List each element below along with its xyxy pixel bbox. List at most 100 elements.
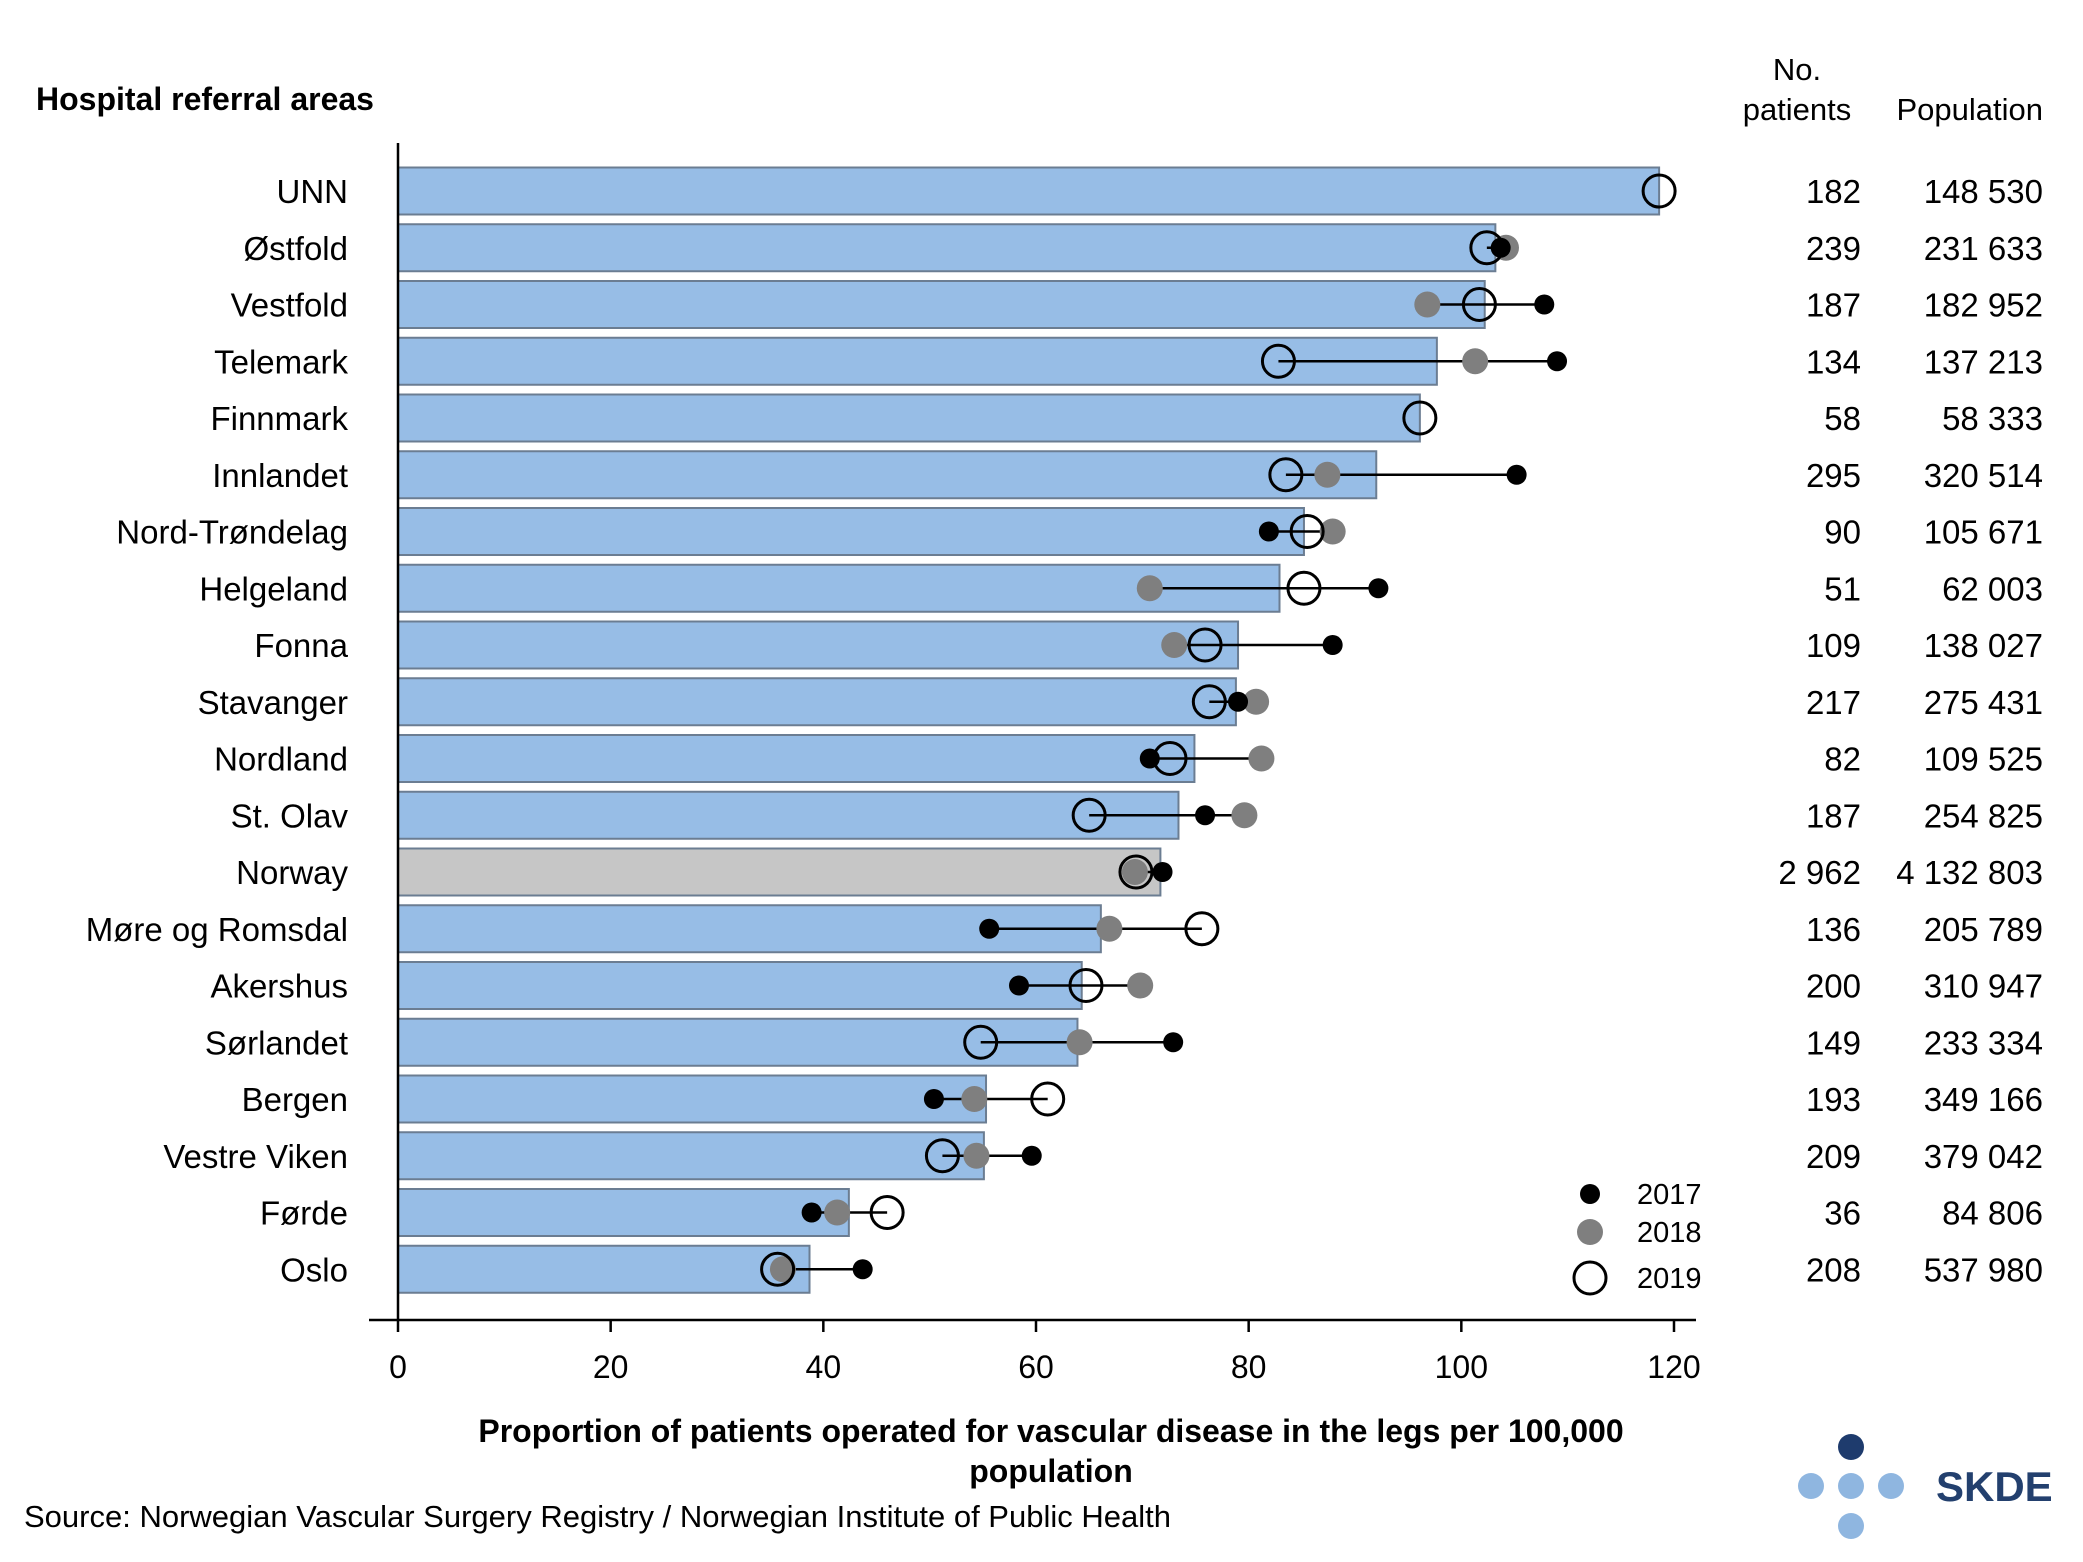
point-2018-sørlandet (1066, 1029, 1093, 1056)
patients-bergen: 193 (1806, 1081, 1861, 1118)
area-labels-group: UNN Østfold Vestfold Telemark Finnmark Innlan… (86, 173, 349, 1288)
bar-unn (397, 166, 1661, 216)
table-values-group: 182 148 530 239 231 633 187 182 952 134 137 213… (1778, 173, 2043, 1288)
point-2018-helgeland (1136, 575, 1163, 602)
area-label-østfold: Østfold (243, 230, 348, 267)
point-2019-akershus (1068, 968, 1104, 1003)
point-2018-stavanger (1243, 688, 1270, 715)
population-column-header: Population (1896, 92, 2043, 127)
patients-norway: 2 962 (1778, 854, 1861, 891)
point-2017-østfold (1490, 237, 1511, 258)
bar-nord-trøndelag (397, 507, 1305, 556)
point-2019-finnmark (1402, 400, 1438, 436)
bar-innlandet (397, 450, 1378, 500)
area-label-norway: Norway (236, 854, 348, 891)
point-2017-førde (801, 1202, 822, 1223)
point-2018-bergen (961, 1086, 988, 1112)
x-tick-label-40: 40 (806, 1349, 842, 1385)
area-label-helgeland: Helgeland (199, 570, 348, 607)
area-label-stavanger: Stavanger (198, 684, 348, 721)
population-unn: 148 530 (1924, 173, 2043, 210)
source-note: Source: Norwegian Vascular Surgery Regis… (24, 1499, 1171, 1534)
population-bergen: 349 166 (1924, 1081, 2043, 1118)
point-2017-vestfold (1534, 294, 1555, 315)
point-2017-vestre-viken (1021, 1145, 1042, 1166)
population-nord-trøndelag: 105 671 (1924, 514, 2043, 551)
point-2018-telemark (1462, 348, 1489, 375)
point-2019-norway (1118, 854, 1154, 890)
patients-column-header-line2: patients (1743, 92, 1852, 127)
x-axis-label-line2: population (969, 1453, 1133, 1489)
patients-sørlandet: 149 (1806, 1024, 1861, 1061)
point-2018-førde (824, 1199, 851, 1226)
point-2017-bergen (923, 1089, 944, 1109)
point-2019-st-olav (1071, 797, 1107, 833)
point-2019-østfold (1469, 230, 1505, 266)
area-label-akershus: Akershus (210, 968, 348, 1005)
point-2018-møre-og-romsdal (1096, 915, 1123, 942)
logo-dot-center (1838, 1473, 1864, 1499)
point-2017-nord-trøndelag (1258, 521, 1279, 542)
patients-unn: 182 (1806, 173, 1861, 210)
point-2019-telemark (1260, 343, 1296, 379)
area-label-nord-trøndelag: Nord-Trøndelag (116, 514, 348, 551)
patients-innlandet: 295 (1806, 457, 1861, 494)
area-label-fonna: Fonna (254, 627, 348, 664)
population-vestfold: 182 952 (1924, 287, 2043, 324)
patients-førde: 36 (1824, 1195, 1861, 1232)
bar-helgeland (397, 563, 1281, 613)
legend-marker-2019 (1572, 1260, 1608, 1296)
point-2017-stavanger (1228, 691, 1249, 712)
point-2018-nord-trøndelag (1319, 518, 1346, 545)
area-label-innlandet: Innlandet (212, 457, 348, 494)
patients-vestre-viken: 209 (1806, 1138, 1861, 1175)
bar-nordland (397, 734, 1196, 783)
point-2018-vestfold (1414, 291, 1441, 318)
point-2018-vestre-viken (963, 1142, 990, 1169)
point-2019-stavanger (1191, 684, 1227, 720)
population-st-olav: 254 825 (1924, 797, 2043, 834)
bar-østfold (397, 223, 1497, 273)
bar-st-olav (397, 790, 1180, 840)
chart-title: Hospital referral areas (36, 81, 374, 117)
patients-vestfold: 187 (1806, 287, 1861, 324)
point-2017-st-olav (1195, 805, 1216, 826)
area-label-sørlandet: Sørlandet (205, 1024, 348, 1061)
area-label-vestre-viken: Vestre Viken (163, 1138, 348, 1175)
patients-oslo: 208 (1806, 1251, 1861, 1288)
logo-dot-left (1798, 1473, 1824, 1499)
population-østfold: 231 633 (1924, 230, 2043, 267)
range-lines-group (777, 246, 1558, 1271)
point-2019-førde (869, 1195, 905, 1230)
point-2019-bergen (1030, 1081, 1066, 1117)
x-tick-label-0: 0 (389, 1349, 407, 1385)
point-2018-fonna (1161, 632, 1188, 658)
bars-group (397, 166, 1661, 1294)
bar-akershus (397, 961, 1083, 1010)
patients-st-olav: 187 (1806, 797, 1861, 834)
population-akershus: 310 947 (1924, 968, 2043, 1005)
legend-label-2018: 2018 (1637, 1217, 1702, 1249)
bar-finnmark (397, 393, 1421, 443)
point-2019-innlandet (1268, 457, 1304, 493)
population-fonna: 138 027 (1924, 627, 2043, 664)
patients-telemark: 134 (1806, 343, 1861, 380)
legend-marker-2018 (1577, 1219, 1603, 1245)
point-2018-innlandet (1314, 461, 1341, 488)
point-2019-sørlandet (963, 1024, 999, 1060)
x-tick-label-100: 100 (1435, 1349, 1488, 1385)
skde-logo: SKDE (1798, 1434, 2053, 1539)
point-2017-innlandet (1506, 464, 1527, 485)
population-oslo: 537 980 (1924, 1251, 2043, 1288)
point-2017-norway (1152, 862, 1173, 882)
point-2018-norway (1121, 859, 1148, 885)
population-helgeland: 62 003 (1942, 570, 2043, 607)
point-2019-oslo (760, 1251, 796, 1287)
bar-oslo (397, 1244, 811, 1294)
patients-østfold: 239 (1806, 230, 1861, 267)
area-label-st-olav: St. Olav (231, 797, 349, 834)
area-label-møre-og-romsdal: Møre og Romsdal (86, 911, 348, 948)
area-label-telemark: Telemark (214, 343, 348, 380)
patients-nordland: 82 (1824, 741, 1861, 778)
x-tick-label-60: 60 (1018, 1349, 1054, 1385)
